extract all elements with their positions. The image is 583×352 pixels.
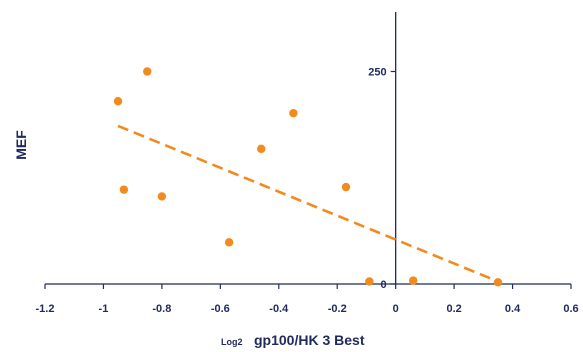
data-point <box>289 108 298 118</box>
tick-labels: -1.2 -1 -0.8 -0.6 -0.4 -0.2 0 0.2 0.4 0.6 0 250 <box>36 67 579 316</box>
x-tick-label: -0.8 <box>152 303 171 315</box>
x-tick-label: 0.4 <box>505 303 521 315</box>
y-tick-label: 250 <box>368 67 386 79</box>
trendline-group <box>117 124 499 283</box>
data-point <box>341 182 351 192</box>
data-point <box>493 278 503 287</box>
y-tick-label: 0 <box>381 279 387 291</box>
data-points <box>113 67 503 287</box>
x-axis-title-prefix: Log2 <box>221 337 243 347</box>
axes <box>44 12 572 289</box>
data-point <box>113 97 123 106</box>
y-axis-title: MEF <box>13 130 29 160</box>
data-point <box>257 144 266 154</box>
x-tick-label: 0.2 <box>446 303 461 315</box>
trendline <box>117 124 499 283</box>
x-tick-label: -0.2 <box>328 303 347 315</box>
data-point <box>224 238 234 247</box>
data-point <box>119 185 129 194</box>
data-point <box>157 192 167 201</box>
x-tick-label: 0 <box>393 303 399 315</box>
data-point <box>409 276 418 285</box>
x-tick-label: 0.6 <box>563 303 578 315</box>
x-axis-title: gp100/HK 3 Best <box>254 332 365 348</box>
x-tick-label: -1 <box>99 303 109 315</box>
x-tick-label: -0.6 <box>211 303 230 315</box>
x-tick-label: -1.2 <box>36 303 55 315</box>
x-tick-label: -0.4 <box>269 303 289 315</box>
data-point <box>143 67 152 76</box>
data-point <box>365 277 374 286</box>
